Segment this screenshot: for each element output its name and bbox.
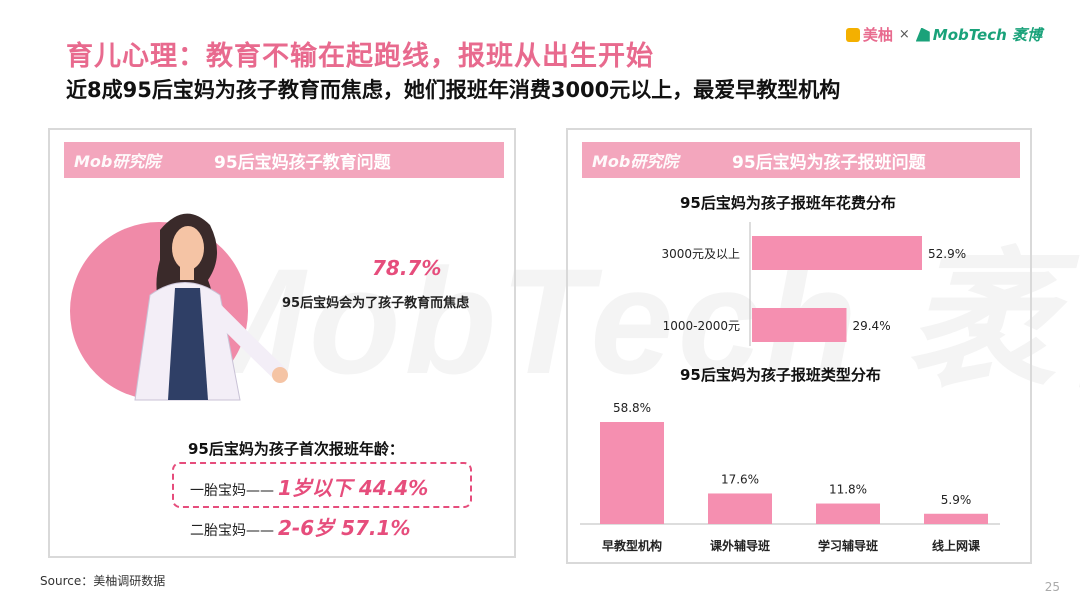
meiyou-logo-icon bbox=[845, 27, 860, 42]
right-panel-title: 95后宝妈为孩子报班问题 bbox=[732, 152, 926, 173]
type-bar bbox=[708, 493, 772, 524]
type-category-label: 课外辅导班 bbox=[710, 538, 770, 553]
anxiety-description: 95后宝妈会为了孩子教育而焦虑 bbox=[282, 296, 470, 311]
meiyou-brand: 美柚 bbox=[845, 24, 893, 45]
second-child-label: 二胎宝妈—— bbox=[190, 523, 274, 539]
page-number: 25 bbox=[1044, 580, 1060, 594]
brand-logos: 美柚 × MobTech 袤博 bbox=[845, 24, 1042, 45]
brand-separator: × bbox=[898, 27, 910, 42]
spend-chart-title: 95后宝妈为孩子报班年花费分布 bbox=[680, 194, 896, 212]
type-distribution-chart: 58.8% 早教型机构 17.6% 课外辅导班 11.8% 学习辅导班 5.9% 线上网课 bbox=[580, 401, 1000, 553]
first-child-label: 一胎宝妈—— bbox=[190, 483, 274, 499]
first-child-row: 一胎宝妈—— 1岁以下 44.4% bbox=[190, 472, 428, 501]
mob-research-logo: Mob研究院 bbox=[74, 152, 161, 171]
right-panel-header: Mob研究院 95后宝妈为孩子报班问题 bbox=[582, 142, 1020, 178]
right-panel: Mob研究院 95后宝妈为孩子报班问题 bbox=[566, 128, 1032, 564]
type-bar bbox=[816, 503, 880, 524]
type-bar bbox=[924, 513, 988, 524]
type-category-label: 早教型机构 bbox=[602, 538, 662, 553]
spend-category-label: 1000-2000元 bbox=[663, 319, 740, 333]
source-note: Source：美柚调研数据 bbox=[40, 574, 166, 588]
second-child-row: 二胎宝妈—— 2-6岁 57.1% bbox=[190, 512, 410, 541]
left-panel-header: Mob研究院 95后宝妈孩子教育问题 bbox=[64, 142, 504, 178]
left-panel: Mob研究院 95后宝妈孩子教育问题 bbox=[48, 128, 516, 558]
type-value-label: 17.6% bbox=[721, 472, 759, 486]
type-value-label: 58.8% bbox=[613, 401, 651, 415]
anxiety-percentage: 78.7% bbox=[372, 256, 442, 280]
mobtech-brand: MobTech 袤博 bbox=[915, 24, 1042, 45]
type-chart-title: 95后宝妈为孩子报班类型分布 bbox=[680, 366, 881, 384]
spend-value-label: 52.9% bbox=[928, 247, 966, 261]
spend-bar bbox=[752, 308, 847, 342]
type-value-label: 11.8% bbox=[829, 483, 867, 497]
first-child-highlight-box bbox=[172, 462, 472, 508]
second-child-value: 2-6岁 57.1% bbox=[278, 516, 411, 540]
spend-bar bbox=[752, 236, 922, 270]
page-subtitle: 近8成95后宝妈为孩子教育而焦虑，她们报班年消费3000元以上，最爱早教型机构 bbox=[66, 78, 841, 102]
type-category-label: 学习辅导班 bbox=[818, 538, 878, 553]
spend-distribution-chart: 3000元及以上 52.9% 1000-2000元 29.4% bbox=[661, 222, 966, 346]
type-value-label: 5.9% bbox=[941, 493, 972, 507]
mobtech-logo-icon bbox=[915, 27, 930, 42]
mobtech-brand-label: MobTech 袤博 bbox=[932, 26, 1042, 44]
left-panel-title: 95后宝妈孩子教育问题 bbox=[214, 152, 391, 173]
watermark: MobTech 袤博 bbox=[180, 200, 1080, 417]
spend-value-label: 29.4% bbox=[852, 319, 890, 333]
type-bar bbox=[600, 422, 664, 524]
first-child-value: 1岁以下 44.4% bbox=[278, 476, 429, 500]
mob-research-logo-right: Mob研究院 bbox=[592, 152, 679, 171]
spend-category-label: 3000元及以上 bbox=[661, 247, 740, 261]
first-class-age-title: 95后宝妈为孩子首次报班年龄： bbox=[188, 440, 404, 458]
type-category-label: 线上网课 bbox=[932, 538, 981, 553]
page-title: 育儿心理：教育不输在起跑线，报班从出生开始 bbox=[66, 41, 654, 72]
meiyou-brand-label: 美柚 bbox=[862, 26, 893, 44]
mother-illustration bbox=[134, 213, 288, 401]
